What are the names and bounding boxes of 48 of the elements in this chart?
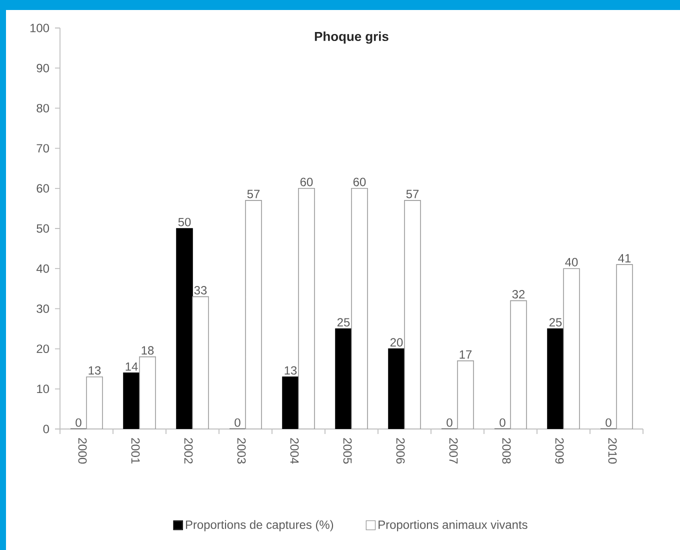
x-tick-label: 2008 — [502, 438, 511, 464]
y-tick-label: 40 — [36, 264, 50, 273]
x-tick-label: 2006 — [396, 438, 405, 464]
data-label: 32 — [512, 290, 525, 298]
x-tick-label: 2005 — [343, 438, 352, 464]
y-tick-label: 50 — [36, 224, 50, 233]
y-tick-label: 60 — [36, 184, 50, 193]
x-tick-label: 2007 — [449, 438, 458, 464]
data-label: 50 — [178, 218, 191, 226]
data-label: 13 — [284, 366, 297, 375]
data-label: 17 — [460, 350, 472, 359]
y-tick-label: 80 — [36, 104, 50, 112]
data-label: 0 — [234, 418, 240, 427]
data-label: 0 — [606, 418, 612, 427]
bar — [192, 296, 209, 429]
y-tick-label: 0 — [43, 424, 50, 434]
y-tick-label: 70 — [36, 144, 50, 153]
x-tick-label: 2004 — [290, 438, 299, 464]
data-label: 41 — [618, 254, 631, 262]
data-label: 40 — [565, 258, 578, 266]
data-label: 60 — [300, 178, 313, 186]
data-label: 0 — [446, 418, 452, 427]
data-label: 13 — [88, 366, 101, 375]
data-label: 25 — [549, 318, 562, 327]
legend-label: Proportions de captures (%) — [186, 520, 334, 532]
x-tick-label: 2009 — [555, 438, 564, 464]
data-label: 57 — [247, 190, 260, 198]
y-tick-label: 30 — [36, 304, 50, 313]
y-tick-label: 100 — [30, 24, 50, 32]
legend-label: Proportions animaux vivants — [378, 520, 528, 532]
data-label: 33 — [194, 286, 207, 294]
x-tick-label: 2001 — [131, 438, 140, 464]
x-tick-label: 2000 — [78, 438, 87, 464]
data-label: 14 — [126, 362, 138, 371]
data-label: 25 — [337, 318, 350, 327]
x-tick-label: 2002 — [184, 438, 193, 464]
y-tick-label: 20 — [36, 344, 50, 354]
data-label: 0 — [500, 418, 506, 427]
chart-title: Phoque gris — [314, 32, 388, 44]
y-tick-label: 10 — [37, 384, 50, 394]
data-label: 18 — [142, 346, 154, 355]
y-tick-label: 90 — [36, 64, 50, 72]
data-label: 0 — [76, 418, 82, 427]
x-tick-label: 2003 — [237, 438, 246, 464]
data-label: 60 — [353, 178, 366, 186]
data-label: 57 — [406, 190, 419, 198]
x-tick-label: 2010 — [608, 438, 617, 464]
data-label: 20 — [390, 338, 403, 347]
